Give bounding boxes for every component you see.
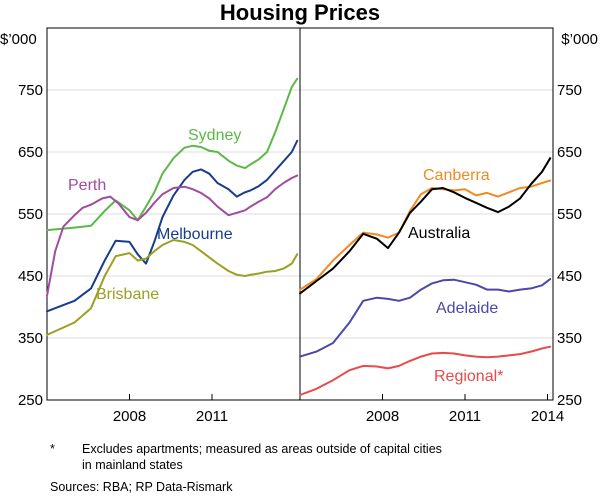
unit-label-right: $’000 bbox=[561, 31, 598, 48]
right-x-axis: 2008 2011 2014 bbox=[366, 394, 564, 425]
footnote-line-1: Excludes apartments; measured as areas o… bbox=[82, 442, 442, 456]
y-tick-label: 550 bbox=[557, 206, 582, 223]
series-line-melbourne bbox=[46, 139, 299, 313]
y-tick-label: 450 bbox=[557, 268, 582, 285]
chart-title: Housing Prices bbox=[220, 0, 380, 25]
y-tick-label: 350 bbox=[18, 330, 43, 347]
unit-label-left: $’000 bbox=[0, 31, 37, 48]
left-x-axis: 2008 2011 bbox=[113, 394, 228, 425]
series-line-regional bbox=[299, 345, 552, 396]
x-tick-label: 2011 bbox=[449, 408, 481, 425]
footnote-text: Excludes apartments; measured as areas o… bbox=[82, 441, 597, 473]
x-tick-label: 2008 bbox=[113, 408, 146, 425]
y-tick-label: 650 bbox=[18, 144, 43, 161]
left-gridlines bbox=[47, 89, 300, 339]
label-australia: Australia bbox=[408, 225, 470, 242]
series-line-australia bbox=[299, 157, 552, 295]
right-panel-series bbox=[299, 157, 552, 396]
y-tick-label: 450 bbox=[18, 268, 43, 285]
left-panel-series bbox=[46, 77, 299, 336]
label-sydney: Sydney bbox=[188, 127, 241, 144]
series-line-adelaide bbox=[299, 278, 552, 358]
label-regional: Regional* bbox=[434, 368, 503, 385]
series-line-perth bbox=[46, 174, 299, 297]
y-tick-label: 750 bbox=[557, 82, 582, 99]
x-tick-label: 2008 bbox=[366, 408, 399, 425]
right-gridlines bbox=[300, 89, 553, 339]
footnote-marker: * bbox=[50, 442, 55, 456]
housing-prices-chart: Housing Prices $’000 $’000 250 350 450 550 6… bbox=[0, 0, 598, 425]
right-panel-frame bbox=[299, 27, 554, 401]
label-melbourne: Melbourne bbox=[157, 226, 233, 243]
y-tick-label: 550 bbox=[18, 206, 43, 223]
right-y-axis: 250 350 450 550 650 750 bbox=[557, 82, 582, 409]
label-brisbane: Brisbane bbox=[96, 286, 159, 303]
label-perth: Perth bbox=[68, 177, 106, 194]
y-tick-label: 250 bbox=[18, 392, 43, 409]
y-tick-label: 350 bbox=[557, 330, 582, 347]
x-tick-label: 2014 bbox=[531, 408, 564, 425]
footnote-line-2: in mainland states bbox=[82, 458, 183, 472]
y-tick-label: 650 bbox=[557, 144, 582, 161]
y-tick-label: 750 bbox=[18, 82, 43, 99]
label-adelaide: Adelaide bbox=[436, 300, 498, 317]
sources-note: Sources: RBA; RP Data-Rismark bbox=[50, 480, 233, 494]
x-tick-label: 2011 bbox=[196, 408, 228, 425]
label-canberra: Canberra bbox=[423, 167, 490, 184]
y-tick-label: 250 bbox=[557, 392, 582, 409]
series-line-brisbane bbox=[46, 239, 299, 336]
left-y-axis: 250 350 450 550 650 750 bbox=[18, 82, 43, 409]
